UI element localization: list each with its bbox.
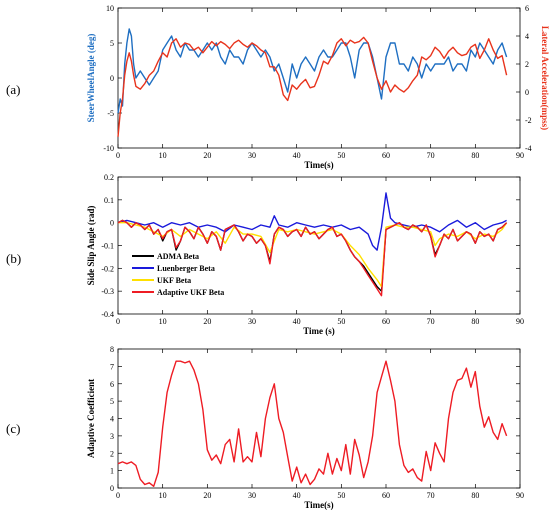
y-tick-label: 0.2 [104,173,114,182]
x-tick-label: 60 [382,317,390,326]
y-axis-label: Side Slip Angle (rad) [86,206,96,286]
y-tick-label: -0.3 [101,287,114,296]
y-tick-label: 0 [110,74,114,83]
x-axis-label: Time (s) [303,326,335,336]
x-tick-label: 20 [203,317,211,326]
panel-b-label: (b) [6,251,21,266]
x-tick-label: 40 [293,491,301,500]
x-tick-label: 0 [116,151,120,160]
y-tick-label: 8 [110,345,114,354]
plot-frame [117,7,521,149]
series-line-adaptive-ukf-beta [117,219,508,297]
panel-c-group: (c) 0 10 20 30 40 50 60 70 80 90 0 1 2 3 4 5 6 7 8 Time(s) A… [6,345,524,510]
y-tick-label: 0 [110,219,114,228]
x-tick-label: 90 [516,491,524,500]
y-tick-label: 4 [110,415,114,424]
y-right-tick-label: 2 [525,60,529,69]
x-tick-label: 60 [382,491,390,500]
y-tick-label: -0.4 [101,310,114,319]
y-tick-label: 5 [110,39,114,48]
y-tick-label: 10 [106,4,114,13]
series-line-luenberger-beta [117,192,507,251]
plot-frame [117,348,521,489]
x-tick-label: 70 [427,317,435,326]
x-tick-label: 30 [248,491,256,500]
x-tick-label: 30 [248,317,256,326]
series-line-steer [117,28,508,114]
x-tick-label: 50 [337,151,345,160]
y-tick-label: -0.1 [101,242,114,251]
x-tick-label: 10 [159,317,167,326]
y-right-tick-label: 4 [525,32,529,41]
panel-a-group: (a) 0 10 20 30 40 50 60 70 80 90 -10 -5 0 5 10 -4 -2 0 2 4 6… [6,4,550,170]
x-tick-label: 30 [248,151,256,160]
x-axis-label: Time(s) [304,500,333,510]
y-tick-label: -0.2 [101,264,114,273]
y-tick-label: 0.1 [104,196,114,205]
y-tick-label: -5 [107,109,114,118]
x-tick-label: 60 [382,151,390,160]
y-tick-label: 0 [110,484,114,493]
x-tick-label: 0 [116,491,120,500]
y-tick-label: 7 [110,362,114,371]
panel-a-label: (a) [6,82,20,97]
x-tick-label: 50 [337,317,345,326]
x-tick-label: 90 [516,151,524,160]
x-tick-label: 40 [293,317,301,326]
x-tick-label: 40 [293,151,301,160]
x-tick-label: 80 [471,491,479,500]
legend-entry: ADMA Beta [157,252,199,261]
series-line-lateral [117,36,508,137]
y-right-tick-label: -2 [525,116,532,125]
x-tick-label: 80 [471,151,479,160]
panel-c-label: (c) [6,421,20,436]
x-tick-label: 70 [427,151,435,160]
x-tick-label: 10 [159,491,167,500]
x-tick-label: 50 [337,491,345,500]
y-tick-label: -10 [103,144,114,153]
y-tick-label: 1 [110,467,114,476]
x-tick-label: 10 [159,151,167,160]
y-tick-label: 5 [110,397,114,406]
x-tick-label: 90 [516,317,524,326]
y-tick-label: 3 [110,432,114,441]
x-tick-label: 0 [116,317,120,326]
x-axis-label: Time(s) [304,160,333,170]
panel-b-group: (b) 0 10 20 30 40 50 60 70 80 90 -0.4 -0.3 -0.2 -0.1 0… [6,173,524,336]
x-tick-label: 20 [203,491,211,500]
x-tick-label: 80 [471,317,479,326]
legend-entry: UKF Beta [157,276,191,285]
y-tick-label: 6 [110,380,114,389]
y-axis-label: SteerWheelAngle (deg) [86,34,96,123]
x-tick-label: 70 [427,491,435,500]
x-tick-label: 20 [203,151,211,160]
legend-entry: Luenberger Beta [157,264,215,273]
series-line-adaptive_coef [117,360,508,487]
legend-entry: Adaptive UKF Beta [157,288,224,297]
y-right-tick-label: 6 [525,4,529,13]
y-right-tick-label: 0 [525,88,529,97]
y-axis-right-label: Lateral Acceleration(mpss) [540,26,550,130]
y-axis-label: Adaptive Coefficient [86,379,96,458]
y-right-tick-label: -4 [525,144,532,153]
y-tick-label: 2 [110,449,114,458]
